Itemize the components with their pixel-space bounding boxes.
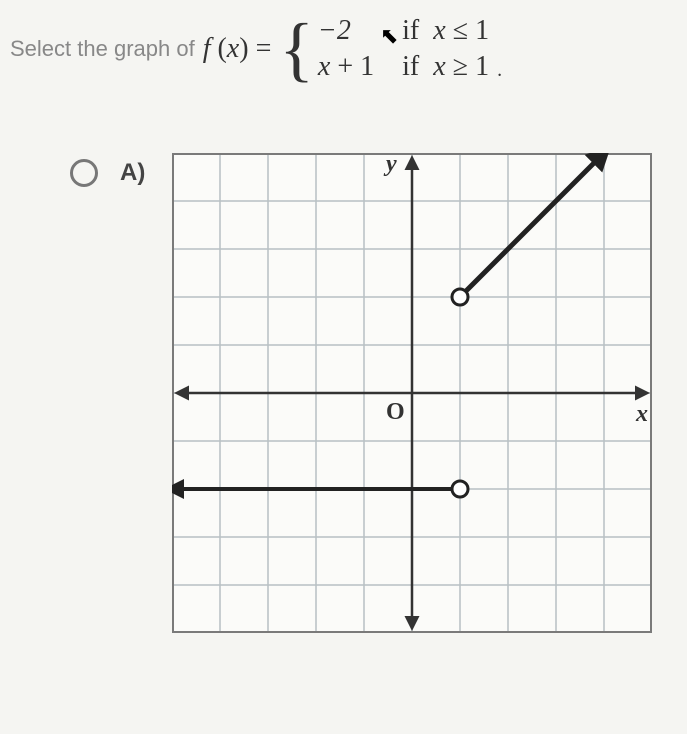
case1-expr: −2 <box>318 15 374 47</box>
case2-expr: x + 1 <box>318 51 374 83</box>
graph: y x O <box>172 153 652 633</box>
period: . <box>497 59 502 82</box>
case1-cond: if x ≤ 1 <box>402 15 489 47</box>
left-brace-icon: { <box>279 19 314 79</box>
radio-icon[interactable] <box>70 159 98 187</box>
svg-text:x: x <box>635 401 648 427</box>
case2-cond: if x ≥ 1 <box>402 51 489 83</box>
prompt-text: Select the graph of <box>10 36 195 62</box>
svg-text:y: y <box>383 153 397 177</box>
option-label: A) <box>120 159 150 187</box>
function-lhs: f (x) = <box>203 33 272 65</box>
question: Select the graph of f (x) = { −2 if x ≤ … <box>10 15 677 83</box>
svg-text:O: O <box>386 399 405 425</box>
cursor-icon: ⬉ <box>380 23 398 49</box>
option-a[interactable]: A) y x O <box>70 153 677 633</box>
